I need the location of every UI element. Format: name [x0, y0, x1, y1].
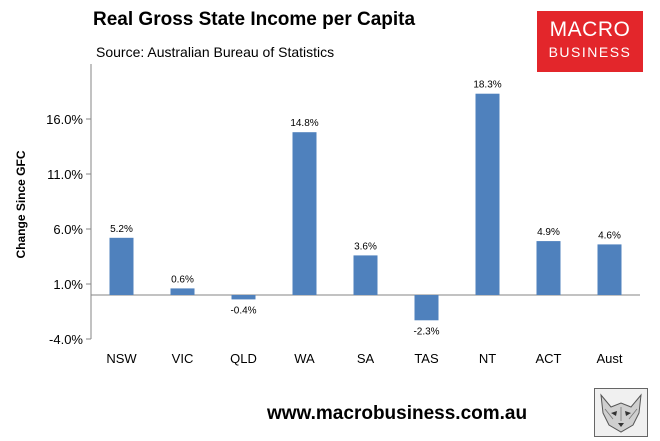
footer-url[interactable]: www.macrobusiness.com.au	[267, 403, 528, 424]
data-label-sa: 3.6%	[354, 241, 377, 252]
data-label-nt: 18.3%	[473, 80, 501, 91]
data-label-tas: -2.3%	[413, 326, 439, 337]
x-tick-label-act: ACT	[536, 351, 562, 366]
bar-act	[536, 241, 561, 295]
logo-line-1: MACRO	[549, 18, 631, 41]
x-tick-label-tas: TAS	[414, 351, 439, 366]
x-tick-label-nt: NT	[479, 351, 496, 366]
x-tick-label-wa: WA	[294, 351, 315, 366]
bar-sa	[353, 255, 378, 295]
bar-tas	[414, 295, 439, 321]
y-tick-label: 16.0%	[46, 112, 83, 127]
x-tick-label-vic: VIC	[172, 351, 194, 366]
bar-vic	[170, 288, 195, 295]
y-tick-label: -4.0%	[49, 332, 83, 347]
macrobusiness-logo: MACRO BUSINESS	[537, 11, 643, 72]
data-label-aust: 4.6%	[598, 230, 621, 241]
data-label-qld: -0.4%	[230, 305, 256, 316]
data-label-nsw: 5.2%	[110, 224, 133, 235]
y-tick-label: 11.0%	[47, 167, 83, 182]
bar-nsw	[109, 237, 134, 295]
x-tick-label-sa: SA	[357, 351, 375, 366]
y-axis-title: Change Since GFC	[14, 150, 28, 258]
y-tick-label: 6.0%	[53, 222, 83, 237]
x-tick-label-aust: Aust	[596, 351, 622, 366]
bar-qld	[231, 295, 256, 300]
data-label-vic: 0.6%	[171, 274, 194, 285]
bar-wa	[292, 132, 317, 295]
bar-aust	[597, 244, 622, 295]
x-tick-label-qld: QLD	[230, 351, 257, 366]
y-tick-label: 1.0%	[53, 277, 83, 292]
chart-source: Source: Australian Bureau of Statistics	[96, 44, 335, 60]
data-label-act: 4.9%	[537, 227, 560, 238]
wolf-logo-image	[594, 388, 648, 437]
bar-nt	[475, 93, 500, 295]
data-label-wa: 14.8%	[290, 118, 318, 129]
logo-line-2: BUSINESS	[548, 44, 632, 60]
x-tick-label-nsw: NSW	[106, 351, 137, 366]
chart-title: Real Gross State Income per Capita	[93, 9, 416, 30]
